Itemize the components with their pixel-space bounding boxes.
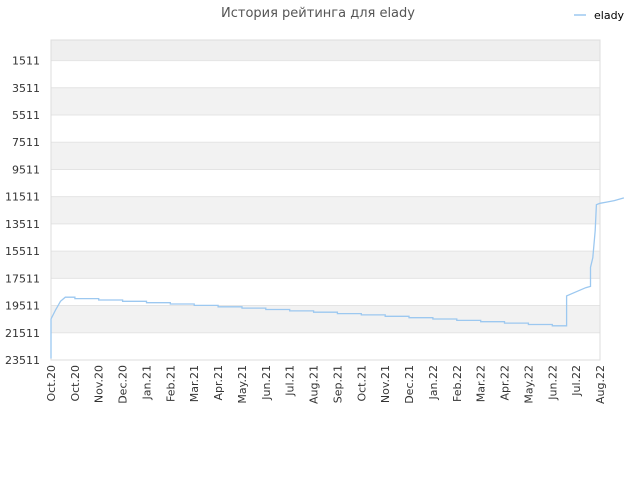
x-tick-label: Oct.20: [45, 365, 58, 402]
x-tick-label: Oct.20: [69, 365, 82, 402]
y-tick-label: 5511: [12, 109, 40, 122]
x-tick-label: May.21: [236, 365, 249, 404]
x-tick-label: Jan.21: [140, 365, 153, 400]
grid-bands: [51, 40, 600, 333]
x-tick-label: Sep.21: [331, 365, 344, 403]
y-tick-label: 21511: [5, 327, 40, 340]
x-tick-label: Jul.21: [284, 365, 297, 397]
grid-band: [51, 87, 600, 116]
y-tick-label: 19511: [5, 300, 40, 313]
y-tick-label: 15511: [5, 245, 40, 258]
legend-label-elady: elady: [594, 9, 625, 22]
x-tick-label: Feb.22: [451, 365, 464, 402]
legend: elady: [574, 9, 625, 22]
x-tick-label: Feb.21: [164, 365, 177, 402]
x-tick-label: Dec.20: [117, 365, 130, 404]
y-tick-label: 11511: [5, 191, 40, 204]
x-tick-label: Nov.21: [379, 365, 392, 403]
y-tick-label: 9511: [12, 163, 40, 176]
x-tick-label: Jan.22: [427, 365, 440, 400]
y-tick-label: 7511: [12, 136, 40, 149]
grid-band: [51, 196, 600, 224]
x-tick-label: Apr.22: [499, 365, 512, 401]
series-line-elady: [50, 197, 625, 359]
x-tick-label: Jul.22: [570, 365, 583, 397]
y-tick-label: 23511: [5, 354, 40, 367]
chart-title: История рейтинга для elady: [221, 6, 415, 21]
grid-band: [51, 142, 600, 170]
x-tick-label: Mar.22: [475, 365, 488, 402]
grid-band: [51, 40, 600, 61]
series-layer: [50, 197, 625, 359]
x-tick-label: Mar.21: [188, 365, 201, 402]
y-tick-label: 1511: [12, 55, 40, 68]
x-tick-label: Oct.21: [355, 365, 368, 402]
x-tick-label: Jun.21: [260, 365, 273, 401]
x-tick-label: Jun.22: [546, 365, 559, 401]
y-tick-label: 17511: [5, 272, 40, 285]
grid-band: [51, 251, 600, 279]
x-axis: Oct.20 Oct.20 Nov.20 Dec.20 Jan.21 Feb.21 Mar.…: [45, 365, 607, 404]
x-tick-label: Apr.21: [212, 365, 225, 401]
y-tick-label: 13511: [5, 218, 40, 231]
x-tick-label: Dec.21: [403, 365, 416, 404]
y-axis: 1511 3511 5511 7511 9511 11511 13511 15511 17511…: [5, 55, 40, 367]
x-tick-label: Nov.20: [93, 365, 106, 403]
y-tick-label: 3511: [12, 82, 40, 95]
plot-area: [50, 39, 601, 361]
x-tick-label: Aug.21: [308, 365, 321, 404]
x-tick-label: Aug.22: [594, 365, 607, 404]
x-tick-label: May.22: [522, 365, 535, 404]
grid-band: [51, 305, 600, 333]
